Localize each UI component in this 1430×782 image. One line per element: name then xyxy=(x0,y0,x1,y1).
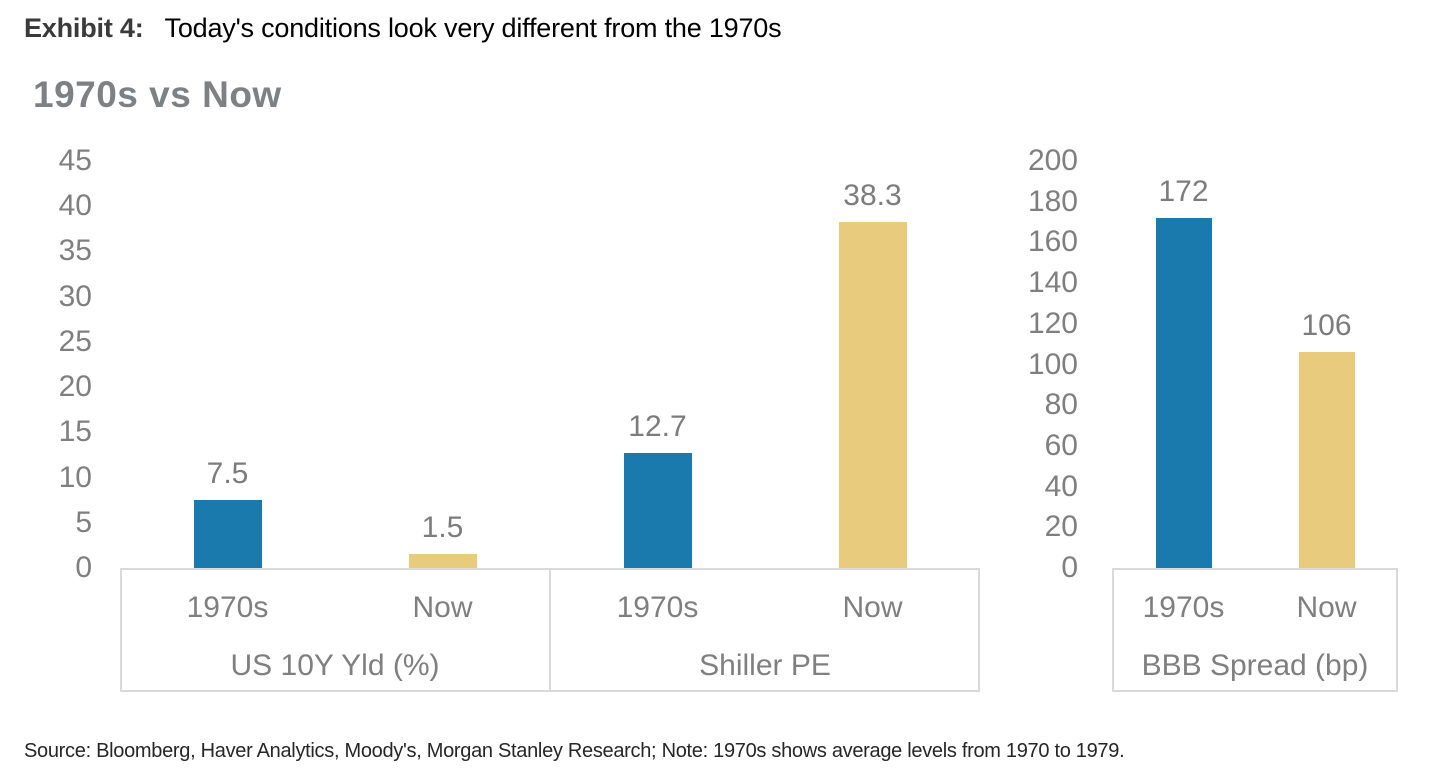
y-axis-tick-label: 0 xyxy=(75,551,92,584)
category-label: 1970s xyxy=(616,591,699,624)
exhibit-title: Today's conditions look very different f… xyxy=(164,13,782,43)
y-axis-tick-label: 20 xyxy=(58,370,92,404)
bar-value-label: 38.3 xyxy=(843,178,902,212)
chart-title: 1970s vs Now xyxy=(33,74,282,115)
y-axis-tick-label: 80 xyxy=(1044,388,1078,422)
group-label: Shiller PE xyxy=(699,649,831,682)
bar-value-label: 106 xyxy=(1301,309,1352,343)
y-axis-tick-label: 200 xyxy=(1027,144,1078,177)
y-axis-tick-label: 35 xyxy=(58,234,92,268)
category-label: Now xyxy=(842,591,903,624)
group-label: US 10Y Yld (%) xyxy=(230,649,440,682)
bar-value-label: 7.5 xyxy=(206,457,249,491)
y-axis-tick-label: 60 xyxy=(1044,428,1078,462)
y-axis-tick-label: 25 xyxy=(58,324,92,358)
y-axis-tick-label: 120 xyxy=(1027,306,1078,340)
y-axis-tick-label: 160 xyxy=(1027,225,1078,259)
group-label: BBB Spread (bp) xyxy=(1141,649,1369,682)
bar-now xyxy=(838,221,907,568)
y-axis-tick-label: 45 xyxy=(58,144,92,177)
y-axis-tick-label: 30 xyxy=(58,279,92,313)
bar-1970s xyxy=(623,453,692,568)
category-label: Now xyxy=(412,591,473,624)
y-axis-tick-label: 40 xyxy=(58,189,92,223)
bar-now xyxy=(408,554,477,568)
category-label: 1970s xyxy=(186,591,269,624)
y-axis-tick-label: 140 xyxy=(1027,266,1078,300)
bar-1970s xyxy=(1155,217,1212,568)
source-note: Source: Bloomberg, Haver Analytics, Mood… xyxy=(24,740,1125,762)
y-axis-tick-label: 100 xyxy=(1027,347,1078,381)
y-axis-tick-label: 10 xyxy=(58,460,92,494)
category-axis-box xyxy=(1112,568,1398,692)
y-axis-tick-label: 0 xyxy=(1061,551,1078,584)
exhibit-number-label: Exhibit 4: xyxy=(24,13,144,43)
y-axis-tick-label: 20 xyxy=(1044,510,1078,544)
bar-value-label: 12.7 xyxy=(628,410,687,444)
y-axis-tick-label: 40 xyxy=(1044,469,1078,503)
y-axis-tick-label: 5 xyxy=(75,505,92,539)
category-label: 1970s xyxy=(1142,591,1225,624)
bar-now xyxy=(1298,352,1355,568)
bar-value-label: 172 xyxy=(1158,174,1209,208)
y-axis-tick-label: 15 xyxy=(58,415,92,449)
exhibit-header: Exhibit 4: Today's conditions look very d… xyxy=(24,12,782,45)
y-axis-tick-label: 180 xyxy=(1027,184,1078,218)
group-divider xyxy=(549,568,551,692)
bar-value-label: 1.5 xyxy=(421,511,464,545)
bar-1970s xyxy=(193,500,262,568)
category-label: Now xyxy=(1296,591,1357,624)
